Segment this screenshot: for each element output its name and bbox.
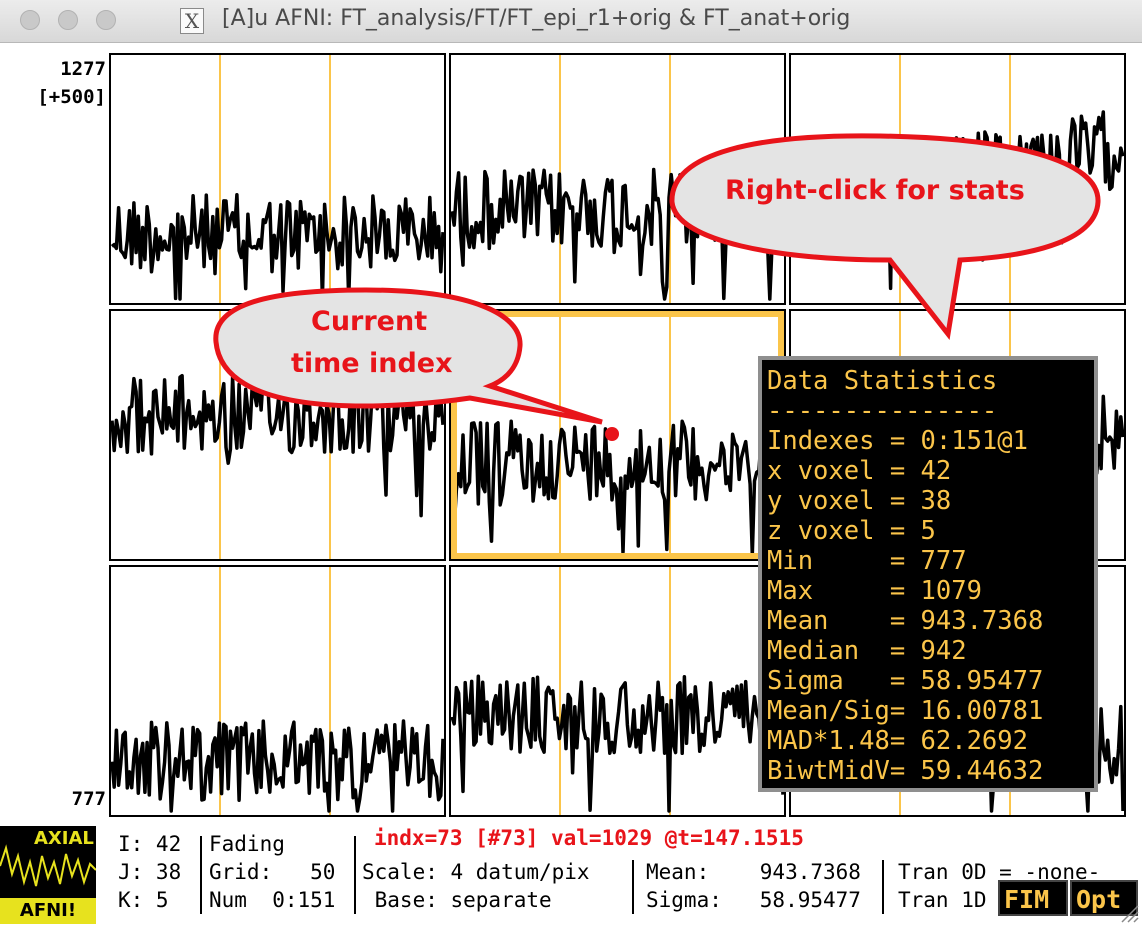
logo-afni-label: AFNI! [0, 898, 96, 924]
afni-logo-button[interactable]: AXIAL AFNI! [0, 826, 96, 924]
mean-readout: Mean: 943.7368 [646, 860, 861, 884]
opt-button[interactable]: Opt [1070, 880, 1138, 916]
current-index-readout: indx=73 [#73] val=1029 @t=147.1515 [374, 826, 804, 850]
divider [632, 860, 634, 914]
stats-line-x-voxel: x voxel = 42 [767, 456, 952, 486]
stats-line-median: Median = 942 [767, 636, 967, 666]
j-index: J: 38 [118, 860, 182, 884]
stats-callout: Right-click for stats [669, 133, 1101, 341]
stats-line-indexes: Indexes = 0:151@1 [767, 426, 1028, 456]
tran-0d-selector[interactable]: Tran 0D = -none- [898, 860, 1101, 884]
voxel-time-series [110, 373, 445, 518]
fim-button[interactable]: FIM [998, 880, 1068, 916]
current-time-marker [605, 427, 620, 441]
minimize-window-button[interactable] [58, 10, 78, 30]
divider [200, 836, 202, 914]
k-index: K: 5 [118, 888, 169, 912]
grid-spacing[interactable]: Grid: 50 [209, 860, 336, 884]
stats-line-min: Min = 777 [767, 546, 967, 576]
close-window-button[interactable] [20, 10, 40, 30]
voxel-time-series [110, 719, 445, 813]
voxel-time-series [450, 419, 785, 557]
stats-line-mad: MAD*1.48= 62.2692 [767, 726, 1028, 756]
stats-divider: --------------- [767, 396, 998, 426]
y-axis-bottom-value: 777 [71, 788, 106, 810]
stats-line-y-voxel: y voxel = 38 [767, 486, 952, 516]
time-series-graph-grid[interactable]: Right-click for stats Current time index [0, 42, 1142, 822]
num-range[interactable]: Num 0:151 [209, 888, 336, 912]
i-index: I: 42 [118, 832, 182, 856]
zoom-window-button[interactable] [96, 10, 116, 30]
data-statistics-popup: Data Statistics --------------- Indexes … [758, 356, 1098, 792]
logo-axial-label: AXIAL [34, 828, 94, 849]
baseline-readout: Base: separate [362, 888, 552, 912]
stats-line-mean: Mean = 943.7368 [767, 606, 1044, 636]
time-index-callout-line1: Current [311, 306, 427, 337]
window-title: [A]u AFNI: FT_analysis/FT/FT_epi_r1+orig… [222, 6, 851, 31]
logo-waveform-icon [0, 844, 96, 887]
stats-line-max: Max = 1079 [767, 576, 982, 606]
time-index-callout: Current time index [213, 287, 603, 425]
sigma-readout: Sigma: 58.95477 [646, 888, 861, 912]
stats-line-biwt: BiwtMidV= 59.44632 [767, 756, 1044, 786]
graph-panel[interactable] [109, 53, 446, 305]
y-axis-scale: [+500] [37, 86, 106, 108]
voxel-time-series [450, 674, 785, 813]
resize-grip-icon[interactable] [1118, 902, 1140, 924]
stats-line-sigma: Sigma = 58.95477 [767, 666, 1044, 696]
time-index-callout-line2: time index [291, 348, 453, 379]
divider [354, 836, 356, 914]
voxel-time-series [110, 192, 445, 301]
graph-control-bar [0, 822, 1142, 926]
tran-1d-selector[interactable]: Tran 1D [898, 888, 987, 912]
stats-line-mean-sig: Mean/Sig= 16.00781 [767, 696, 1044, 726]
y-axis-top-value: 1277 [60, 58, 106, 80]
graph-panel[interactable] [109, 565, 446, 817]
x11-app-icon: X [180, 8, 204, 34]
divider [882, 860, 884, 914]
stats-callout-text: Right-click for stats [725, 175, 1025, 206]
title-bar: X [A]u AFNI: FT_analysis/FT/FT_epi_r1+or… [0, 0, 1142, 43]
stats-line-z-voxel: z voxel = 5 [767, 516, 936, 546]
scale-readout: Scale: 4 datum/pix [362, 860, 590, 884]
fading-label[interactable]: Fading [209, 832, 285, 856]
stats-title: Data Statistics [767, 366, 998, 396]
